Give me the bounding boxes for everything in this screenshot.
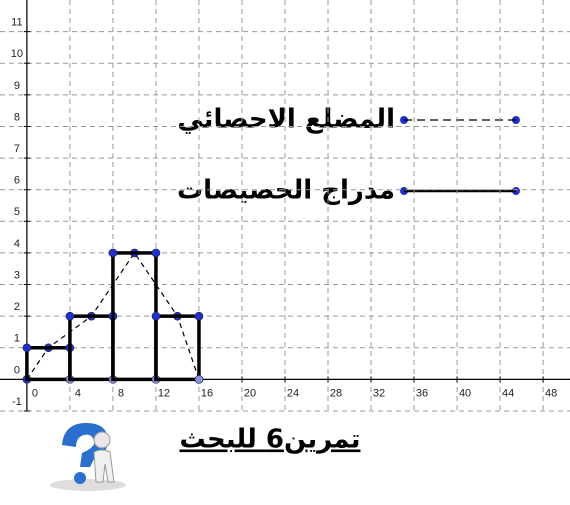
y-tick-label: 2 [14, 301, 20, 313]
y-tick-label: 7 [14, 143, 20, 155]
bar [25, 346, 72, 382]
y-tick-label: 1 [14, 333, 20, 345]
y-tick-label: 3 [14, 269, 20, 281]
point [108, 248, 118, 258]
y-tick-label: 9 [14, 80, 20, 92]
y-tick-label: 8 [14, 111, 20, 123]
legend-label: مدراج الحصيصات [177, 176, 395, 206]
point [65, 311, 75, 321]
y-tick-label: 11 [11, 17, 22, 29]
caption: تمرين6 للبحث [180, 425, 361, 455]
x-tick-label: 12 [158, 387, 170, 399]
y-tick-label: 6 [14, 175, 20, 187]
y-tick-label: 10 [11, 48, 23, 60]
x-tick-label: 40 [459, 387, 471, 399]
x-tick-label: 8 [118, 387, 124, 399]
x-tick-label: 24 [287, 387, 299, 399]
point [151, 311, 161, 321]
x-tick-label: 20 [244, 387, 256, 399]
point [194, 375, 204, 384]
x-tick-label: 44 [502, 387, 514, 399]
y-tick-label: 0 [14, 364, 20, 376]
y-tick-label: 5 [14, 206, 20, 218]
x-tick-label: 16 [201, 387, 213, 399]
x-tick-label: 48 [545, 387, 557, 399]
y-tick-label: -1 [12, 396, 22, 408]
question-icon [50, 423, 126, 491]
point [151, 248, 161, 258]
point [22, 343, 32, 353]
x-tick-label: 32 [373, 387, 385, 399]
x-tick-label: 4 [75, 387, 81, 399]
legend-label: المضلع الاحصائي [177, 105, 395, 135]
x-tick-label: 0 [32, 387, 38, 399]
y-tick-label: 4 [14, 238, 20, 250]
x-tick-label: 36 [416, 387, 428, 399]
x-tick-label: 28 [330, 387, 342, 399]
bar [154, 314, 201, 382]
point [194, 311, 204, 321]
